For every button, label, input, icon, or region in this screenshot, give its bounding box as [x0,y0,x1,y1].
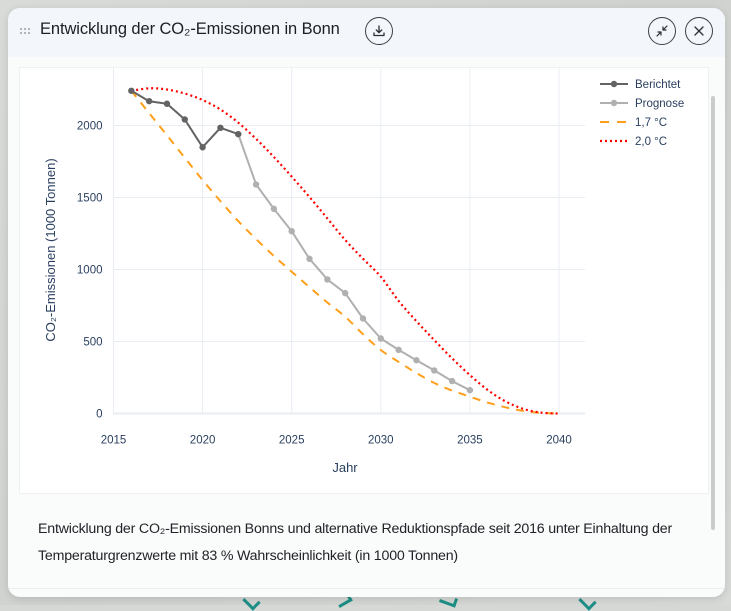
data-point [235,130,242,138]
y-axis-title: CO₂-Emissionen (1000 Tonnen) [43,158,58,341]
data-point [306,255,313,263]
series-line-20c [131,87,560,415]
x-tick-label: 2030 [368,435,394,447]
y-tick-label: 1500 [77,193,103,205]
data-point [431,367,438,374]
modal-header: Entwicklung der CO₂-Emissionen in Bonn [8,8,725,57]
x-tick-label: 2020 [190,435,216,447]
y-tick-label: 500 [83,337,102,349]
data-point [288,227,295,235]
legend-marker [610,80,618,88]
data-point [377,335,384,342]
modal-title: Entwicklung der CO₂-Emissionen in Bonn [40,20,340,38]
x-tick-label: 2015 [101,435,127,447]
legend-label: Prognose [635,98,684,110]
legend: Berichtet Prognose 1,7 °C 2,0 °C [600,79,684,148]
download-button[interactable] [365,17,393,45]
series-layer [128,87,560,415]
chart-caption: Entwicklung der CO₂-Emissionen Bonns und… [38,521,672,564]
scrollbar[interactable] [711,96,715,530]
data-point [466,386,474,394]
data-point [199,144,206,151]
data-point [341,289,349,297]
drag-handle-icon[interactable] [20,28,32,36]
data-point [217,124,224,132]
data-point [448,377,456,385]
data-point [395,346,402,354]
grid-layer [113,68,585,415]
data-point [413,357,420,364]
legend-label: 2,0 °C [635,136,667,148]
y-tick-label: 1000 [77,265,103,277]
legend-marker [610,99,618,107]
y-tick-label: 0 [96,409,102,421]
data-point [163,100,171,107]
legend-label: 1,7 °C [635,117,667,129]
legend-label: Berichtet [635,79,681,91]
close-button[interactable] [685,17,713,45]
divider [8,588,725,589]
data-point [145,97,153,105]
minimize-icon [656,25,668,37]
minimize-button[interactable] [648,17,676,45]
x-tick-label: 2040 [546,435,572,447]
data-point [270,205,278,213]
series-line-prognose [237,133,471,392]
axis-layer: Jahr CO₂-Emissionen (1000 Tonnen) 2015 20… [43,121,572,476]
data-point [252,181,260,188]
series-line-17c [130,90,560,415]
x-axis-title: Jahr [332,460,358,475]
emissions-chart: Jahr CO₂-Emissionen (1000 Tonnen) 2015 20… [43,68,684,476]
download-icon [373,25,385,37]
close-icon [694,26,704,36]
chart-card: Jahr CO₂-Emissionen (1000 Tonnen) 2015 20… [19,67,709,494]
x-tick-label: 2025 [279,435,305,447]
data-point [181,116,188,123]
chart-modal: Entwicklung der CO₂-Emissionen in Bonn J… [8,8,725,597]
data-point [128,87,135,94]
x-tick-label: 2035 [457,435,483,447]
y-tick-label: 2000 [77,121,103,133]
data-point [359,315,367,322]
data-point [324,276,331,283]
